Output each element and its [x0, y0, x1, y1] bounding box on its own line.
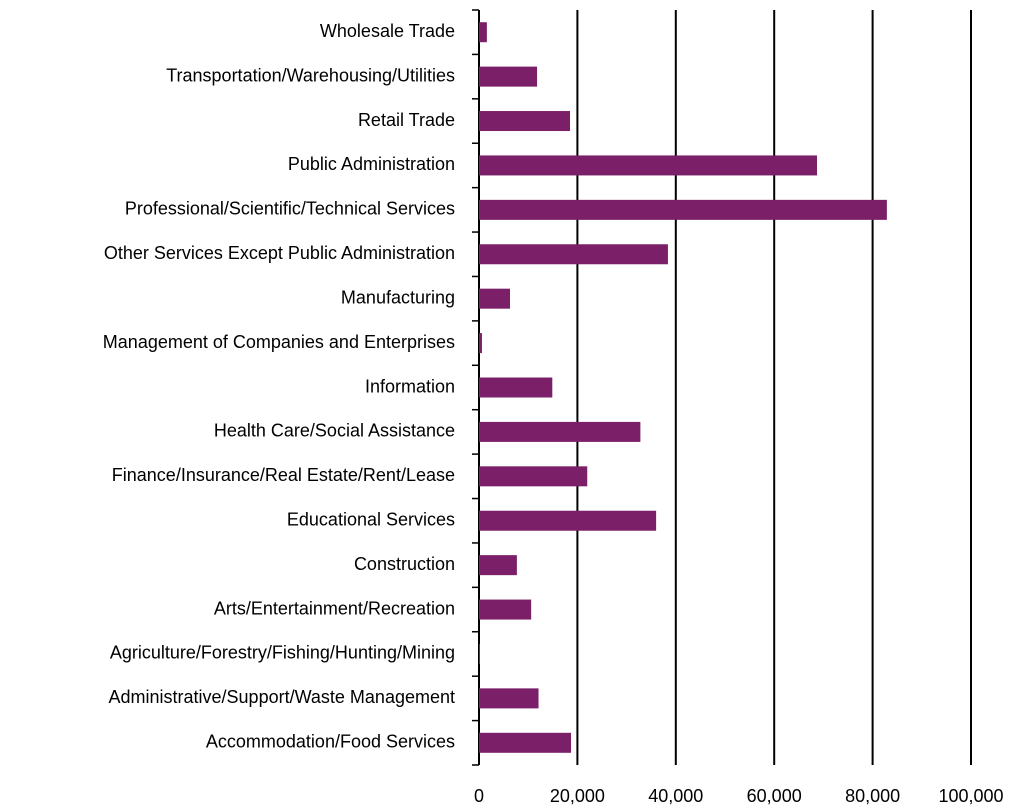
bar [479, 555, 517, 576]
y-tick-label: Public Administration [288, 154, 455, 174]
bar [479, 199, 887, 220]
y-tick-label: Educational Services [287, 509, 455, 529]
y-tick-label: Health Care/Social Assistance [214, 421, 455, 441]
bar [479, 244, 668, 265]
y-tick-label: Accommodation/Food Services [206, 732, 455, 752]
y-tick-label: Transportation/Warehousing/Utilities [166, 65, 455, 85]
bar [479, 66, 538, 87]
bar [479, 466, 588, 487]
x-tick-label: 60,000 [747, 786, 802, 806]
x-tick-label: 20,000 [550, 786, 605, 806]
y-tick-label: Professional/Scientific/Technical Servic… [125, 199, 455, 219]
y-tick-label: Agriculture/Forestry/Fishing/Hunting/Min… [110, 643, 455, 663]
y-tick-label: Arts/Entertainment/Recreation [214, 598, 455, 618]
x-tick-label: 80,000 [845, 786, 900, 806]
y-tick-label: Other Services Except Public Administrat… [104, 243, 455, 263]
bar [479, 732, 572, 753]
y-tick-label: Wholesale Trade [320, 21, 455, 41]
y-tick-label: Finance/Insurance/Real Estate/Rent/Lease [112, 465, 455, 485]
bar [479, 288, 510, 309]
y-tick-label: Construction [354, 554, 455, 574]
y-tick-label: Retail Trade [358, 110, 455, 130]
bar [479, 643, 480, 664]
bar [479, 421, 641, 442]
bar [479, 510, 657, 531]
bar [479, 688, 539, 709]
bar [479, 599, 532, 620]
x-tick-label: 0 [474, 786, 484, 806]
y-tick-label: Management of Companies and Enterprises [103, 332, 455, 352]
bar [479, 333, 482, 354]
y-tick-label: Information [365, 376, 455, 396]
y-tick-label: Manufacturing [341, 287, 455, 307]
bar [479, 377, 553, 398]
bar [479, 111, 571, 132]
x-tick-label: 40,000 [648, 786, 703, 806]
x-tick-label: 100,000 [938, 786, 1003, 806]
bar [479, 22, 487, 43]
y-tick-label: Administrative/Support/Waste Management [109, 687, 456, 707]
bar [479, 155, 818, 176]
